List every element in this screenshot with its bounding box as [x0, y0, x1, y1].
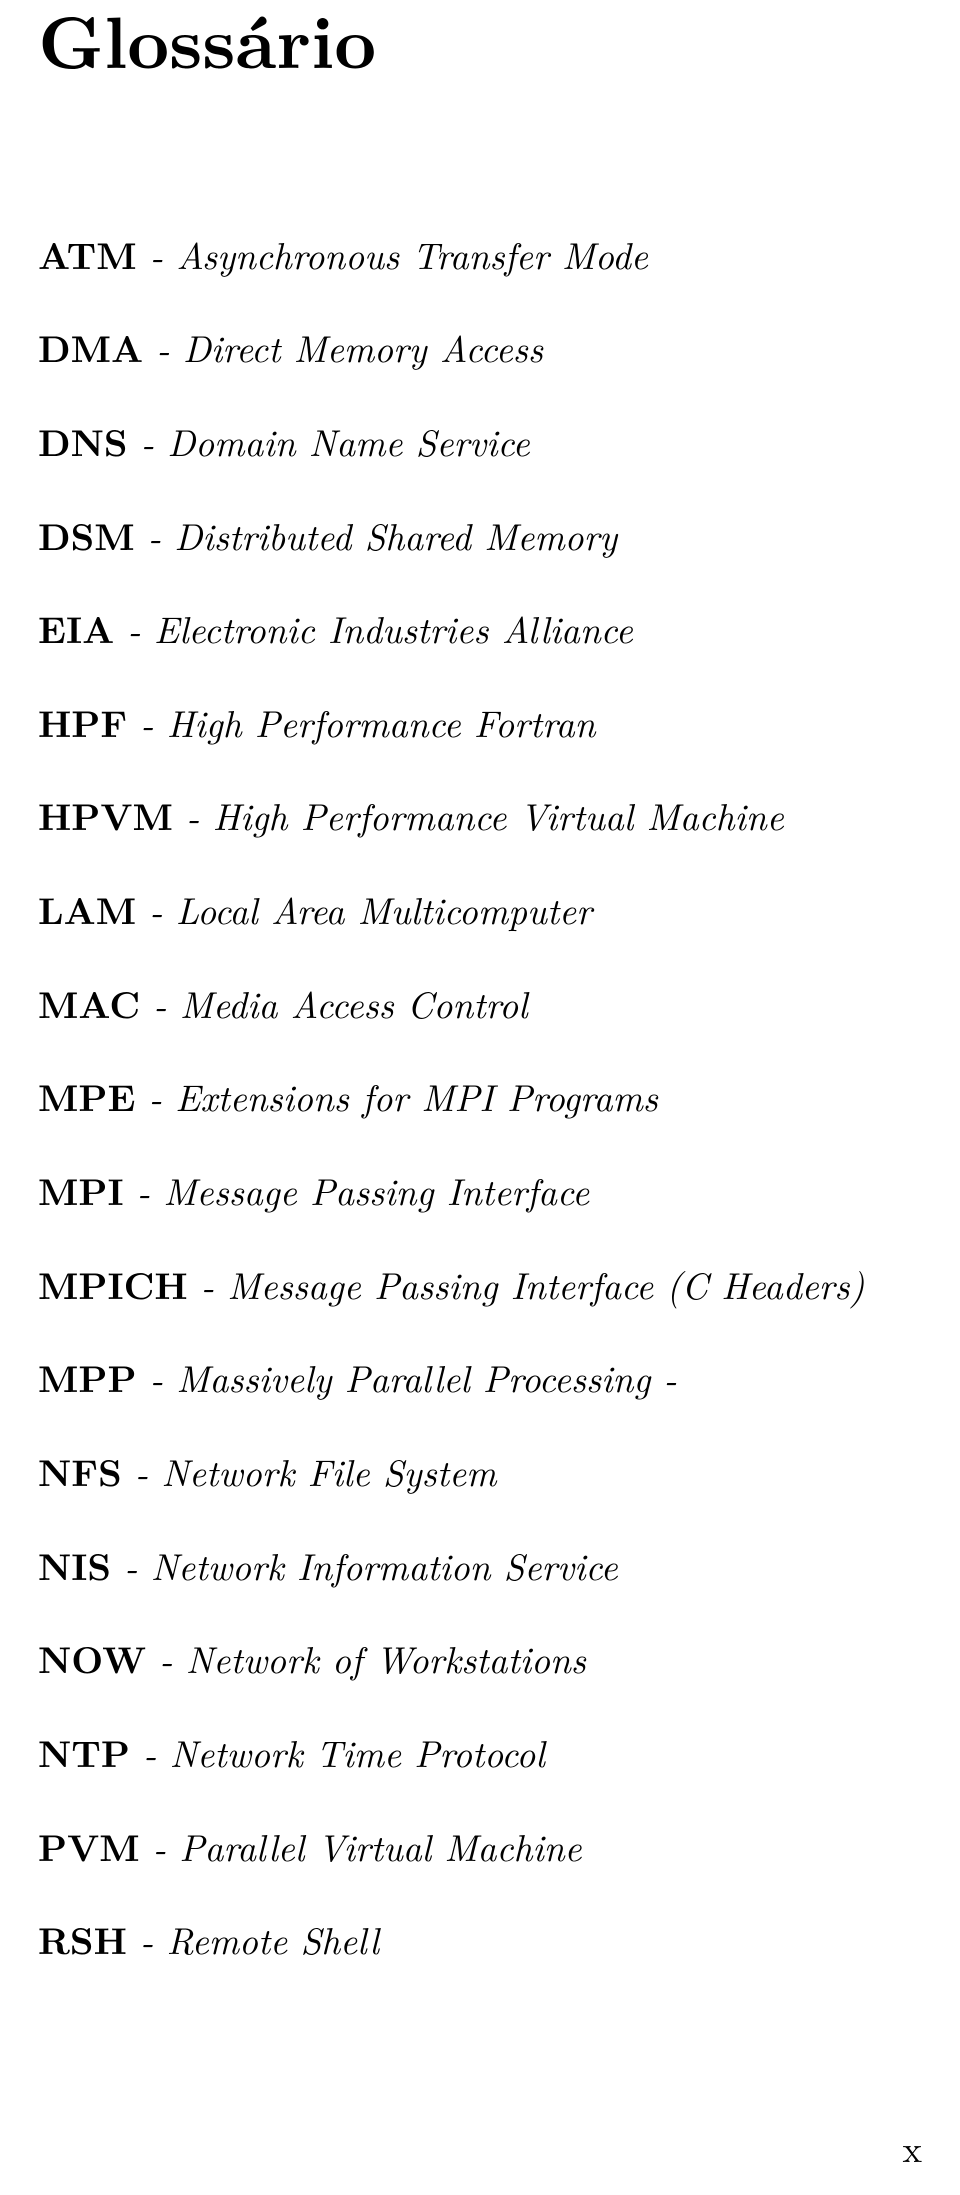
glossary-entry: LAM - Local Area Multicomputer [38, 882, 922, 936]
glossary-abbr: EIA [38, 601, 114, 654]
page: Glossário ATM - Asynchronous Transfer Mo… [0, 0, 960, 2195]
glossary-entry: HPVM - High Performance Virtual Machine [38, 788, 922, 842]
glossary-definition: - Message Passing Interface [124, 1163, 590, 1216]
glossary-entry: MPI - Message Passing Interface [38, 1163, 922, 1217]
glossary-entry: MPICH - Message Passing Interface (C Hea… [38, 1257, 922, 1311]
glossary-definition: - Media Access Control [140, 976, 527, 1029]
glossary-entry: HPF - High Performance Fortran [38, 695, 922, 749]
glossary-abbr: NOW [38, 1631, 146, 1684]
glossary-definition: - High Performance Virtual Machine [173, 788, 784, 841]
glossary-entry: RSH - Remote Shell [38, 1912, 922, 1966]
glossary-abbr: HPVM [38, 788, 173, 841]
glossary-entry: ATM - Asynchronous Transfer Mode [38, 227, 922, 281]
glossary-entry: DNS - Domain Name Service [38, 414, 922, 468]
glossary-definition: - Network Information Service [111, 1538, 618, 1591]
glossary-abbr: DSM [38, 508, 135, 561]
glossary-abbr: MPP [38, 1350, 137, 1403]
glossary-entry: EIA - Electronic Industries Alliance [38, 601, 922, 655]
page-number: x [902, 2120, 922, 2173]
page-title: Glossário [38, 0, 922, 77]
glossary-abbr: DMA [38, 320, 143, 373]
glossary-entry: PVM - Parallel Virtual Machine [38, 1819, 922, 1873]
glossary-entry: NOW - Network of Workstations [38, 1631, 922, 1685]
glossary-definition: - Direct Memory Access [143, 320, 543, 373]
glossary-definition: - Parallel Virtual Machine [140, 1819, 582, 1872]
glossary-entry: MPP - Massively Parallel Processing - [38, 1350, 922, 1404]
glossary-definition: - Asynchronous Transfer Mode [137, 227, 648, 280]
glossary-definition: - Extensions for MPI Programs [135, 1069, 657, 1122]
glossary-definition: - Network of Workstations [146, 1631, 586, 1684]
glossary-list: ATM - Asynchronous Transfer Mode DMA - Di… [38, 227, 922, 1966]
glossary-entry: MPE - Extensions for MPI Programs [38, 1069, 922, 1123]
glossary-abbr: MAC [38, 976, 140, 1029]
glossary-definition: - High Performance Fortran [127, 695, 595, 748]
glossary-entry: NFS - Network File System [38, 1444, 922, 1498]
glossary-entry: MAC - Media Access Control [38, 976, 922, 1030]
glossary-entry: NIS - Network Information Service [38, 1538, 922, 1592]
glossary-abbr: MPI [38, 1163, 124, 1216]
glossary-abbr: NIS [38, 1538, 111, 1591]
glossary-definition: - Local Area Multicomputer [136, 882, 592, 935]
glossary-definition: - Network Time Protocol [130, 1725, 545, 1778]
glossary-abbr: ATM [38, 227, 137, 280]
glossary-definition: - Domain Name Service [128, 414, 530, 467]
glossary-abbr: MPE [38, 1069, 135, 1122]
glossary-abbr: LAM [38, 882, 136, 935]
glossary-abbr: NTP [38, 1725, 130, 1778]
glossary-abbr: NFS [38, 1444, 122, 1497]
glossary-entry: DMA - Direct Memory Access [38, 320, 922, 374]
glossary-abbr: HPF [38, 695, 127, 748]
glossary-definition: - Message Passing Interface (C Headers) [188, 1257, 865, 1310]
glossary-abbr: DNS [38, 414, 128, 467]
glossary-definition: - Massively Parallel Processing - [137, 1350, 677, 1403]
glossary-abbr: PVM [38, 1819, 140, 1872]
glossary-entry: NTP - Network Time Protocol [38, 1725, 922, 1779]
glossary-abbr: RSH [38, 1912, 127, 1965]
glossary-definition: - Network File System [122, 1444, 497, 1497]
glossary-entry: DSM - Distributed Shared Memory [38, 508, 922, 562]
glossary-definition: - Distributed Shared Memory [135, 508, 617, 561]
glossary-definition: - Electronic Industries Alliance [114, 601, 633, 654]
glossary-abbr: MPICH [38, 1257, 188, 1310]
glossary-definition: - Remote Shell [127, 1912, 379, 1965]
